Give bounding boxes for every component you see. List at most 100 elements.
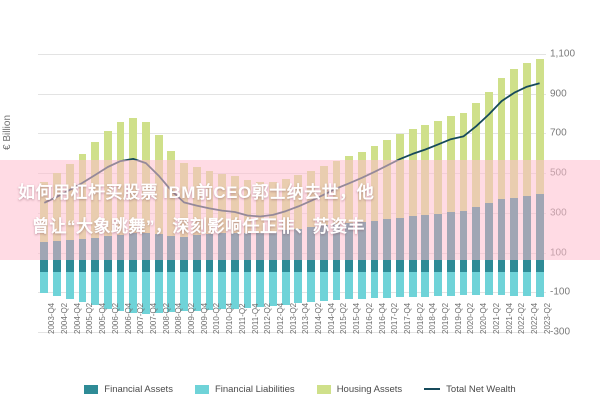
x-tick-label: 2003-Q4 (47, 302, 57, 334)
bar-segment-housing-assets (523, 62, 531, 197)
bar-segment-financial-liabilities (484, 272, 493, 296)
x-tick-label: 2021-Q4 (504, 302, 514, 334)
legend-swatch-icon (316, 384, 331, 394)
bar-segment-financial-liabilities (459, 272, 468, 296)
y-axis-title: € Billion (2, 114, 13, 150)
x-tick-label: 2015-Q2 (339, 302, 349, 334)
gridline (38, 332, 546, 333)
bar-segment-financial-liabilities (294, 272, 303, 304)
x-tick-label: 2012-Q2 (263, 302, 273, 334)
legend-swatch-icon (194, 384, 209, 394)
bar-segment-financial-liabilities (332, 272, 341, 301)
bar-segment-financial-liabilities (472, 272, 481, 296)
legend-item[interactable]: Financial Liabilities (194, 383, 295, 395)
x-tick-label: 2006-Q2 (110, 302, 120, 334)
bar-segment-financial-liabilities (205, 272, 214, 310)
legend-item[interactable]: Total Net Wealth (424, 384, 516, 395)
x-tick-label: 2021-Q2 (491, 302, 501, 334)
x-tick-label: 2014-Q4 (326, 302, 336, 334)
bar-segment-financial-liabilities (383, 272, 392, 298)
x-tick-label: 2005-Q4 (98, 302, 108, 334)
y-tick-label: -300 (550, 326, 571, 338)
bar-segment-financial-liabilities (269, 272, 277, 306)
overlay-text-line-2: 曾让“大象跳舞”，深刻影响任正非、苏姿丰 (32, 217, 365, 236)
x-tick-label: 2018-Q4 (428, 302, 438, 334)
x-tick-label: 2022-Q2 (517, 302, 527, 334)
bar-segment-financial-liabilities (497, 272, 506, 296)
overlay-banner: 如何用杠杆买股票 IBM前CEO郭士纳去世，他 曾让“大象跳舞”，深刻影响任正非… (0, 160, 600, 260)
x-tick-label: 2010-Q2 (212, 302, 222, 334)
x-tick-label: 2015-Q4 (352, 302, 362, 334)
x-tick-label: 2014-Q2 (314, 302, 324, 334)
legend-item[interactable]: Housing Assets (316, 383, 403, 395)
bar-segment-financial-liabilities (154, 272, 163, 314)
bar-segment-financial-liabilities (65, 272, 74, 299)
bar-segment-financial-liabilities (446, 272, 455, 296)
x-tick-label: 2017-Q4 (402, 302, 412, 334)
legend-label: Total Net Wealth (446, 383, 516, 395)
x-tick-label: 2006-Q4 (123, 302, 133, 334)
y-tick-label: 900 (550, 88, 567, 99)
bar-segment-financial-liabilities (319, 272, 328, 302)
x-axis-tick-labels: 2003-Q4 2004-Q2 2004-Q4 2005-Q2 2005-Q4 2006-… (38, 303, 551, 378)
gridline (38, 53, 546, 55)
bar-segment-financial-liabilities (408, 272, 417, 298)
x-tick-label: 2020-Q4 (479, 302, 489, 334)
bar-segment-financial-liabilities (53, 272, 61, 296)
x-tick-label: 2004-Q2 (60, 302, 70, 334)
bar-segment-financial-liabilities (180, 272, 188, 312)
bar-segment-financial-liabilities (129, 272, 138, 314)
x-tick-label: 2020-Q2 (466, 302, 476, 334)
x-tick-label: 2008-Q2 (161, 302, 171, 334)
x-tick-label: 2007-Q4 (148, 302, 158, 334)
bar-segment-housing-assets (535, 58, 544, 195)
gridline (38, 93, 546, 95)
x-tick-label: 2009-Q2 (187, 302, 197, 334)
bar-segment-financial-liabilities (40, 272, 49, 294)
y-tick-label: 1,100 (550, 48, 576, 60)
bar-segment-financial-liabilities (192, 272, 201, 311)
x-tick-label: 2005-Q2 (85, 302, 95, 334)
bar-segment-financial-liabilities (142, 272, 150, 314)
bar-segment-financial-liabilities (396, 272, 404, 298)
bar-segment-financial-liabilities (370, 272, 379, 299)
bar-segment-financial-liabilities (357, 272, 366, 299)
overlay-text-line-1: 如何用杠杆买股票 IBM前CEO郭士纳去世，他 (18, 183, 375, 202)
x-tick-label: 2013-Q4 (301, 302, 311, 334)
x-tick-label: 2010-Q4 (225, 302, 235, 334)
bar-segment-financial-liabilities (345, 272, 354, 300)
bar-segment-financial-liabilities (307, 272, 315, 303)
bar-segment-financial-liabilities (281, 272, 290, 305)
x-tick-label: 2011-Q4 (250, 303, 260, 334)
bar-segment-housing-assets (510, 69, 519, 199)
legend-label: Housing Assets (336, 383, 403, 395)
x-tick-label: 2009-Q4 (199, 302, 209, 334)
legend-swatch-icon (424, 388, 441, 390)
legend-item[interactable]: Financial Assets (84, 384, 173, 395)
x-tick-label: 2016-Q2 (364, 302, 374, 334)
x-tick-label: 2017-Q2 (390, 302, 400, 334)
bar-segment-housing-assets (497, 77, 506, 200)
bar-segment-financial-liabilities (256, 272, 265, 307)
y-tick-label: -100 (550, 286, 571, 298)
bar-segment-financial-liabilities (243, 272, 252, 308)
bar-segment-housing-assets (472, 103, 481, 207)
gridline (38, 292, 546, 294)
bar-segment-financial-liabilities (434, 272, 442, 297)
x-tick-label: 2007-Q2 (136, 302, 146, 334)
bar-segment-financial-liabilities (78, 272, 87, 302)
legend-swatch-icon (84, 384, 99, 394)
chart-legend: Financial Assets Financial Liabilities Hou… (0, 378, 600, 400)
bar-segment-financial-liabilities (218, 272, 227, 310)
x-tick-label: 2019-Q4 (453, 302, 463, 334)
bar-segment-financial-liabilities (91, 272, 100, 306)
y-tick-label: 700 (550, 127, 567, 139)
x-tick-label: 2019-Q2 (441, 302, 451, 334)
x-tick-label: 2022-Q4 (529, 302, 539, 334)
bar-segment-financial-liabilities (103, 272, 112, 309)
legend-label: Financial Assets (104, 383, 173, 395)
legend-label: Financial Liabilities (214, 383, 295, 395)
bar-segment-financial-liabilities (510, 272, 519, 296)
bar-segment-financial-liabilities (535, 272, 544, 297)
